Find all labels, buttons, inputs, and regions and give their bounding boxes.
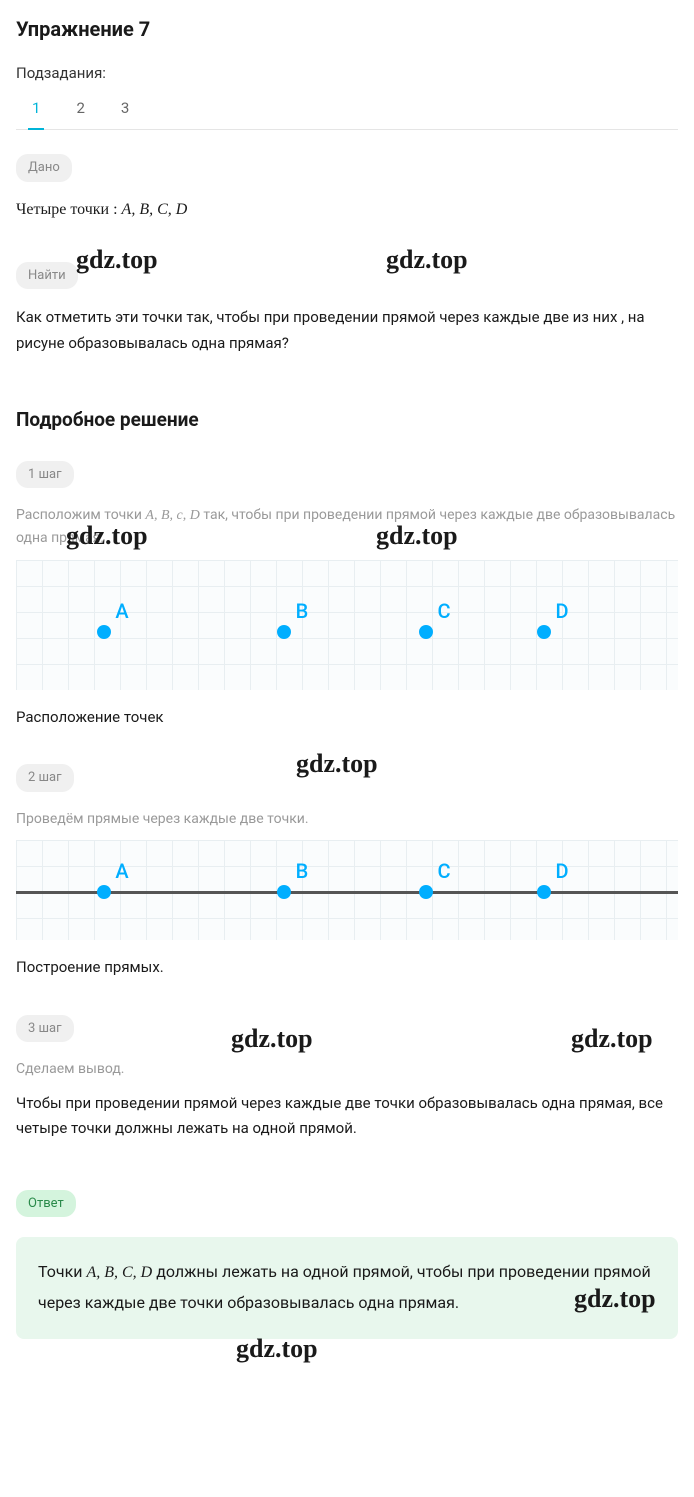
point-label-c: C — [437, 596, 450, 626]
point-label-b: B — [296, 596, 309, 626]
step1-caption: Расположение точек — [16, 706, 678, 729]
step1-points: A, B, c, D — [145, 508, 199, 523]
step3-instruction: Сделаем вывод. — [16, 1058, 678, 1080]
page-title: Упражнение 7 — [16, 14, 678, 44]
point-a — [97, 625, 111, 639]
diagram-1: A B C D — [16, 560, 678, 690]
step2-caption: Построение прямых. — [16, 956, 678, 979]
given-prefix: Четыре точки : — [16, 201, 122, 218]
point-c — [419, 625, 433, 639]
watermark: gdz.top — [231, 1019, 313, 1058]
watermark: gdz.top — [571, 1019, 653, 1058]
badge-step2: 2 шаг — [16, 764, 74, 792]
point-label-a: A — [115, 596, 128, 626]
point2-a — [97, 885, 111, 899]
point2-label-c: C — [437, 856, 450, 886]
line — [16, 891, 678, 894]
answer-prefix: Точки — [38, 1262, 86, 1281]
point2-c — [419, 885, 433, 899]
point2-b — [277, 885, 291, 899]
subtask-label: Подзадания: — [16, 62, 678, 85]
answer-points: A, B, C, D — [86, 1264, 152, 1281]
tab-1[interactable]: 1 — [32, 97, 40, 130]
watermark: gdz.top — [296, 744, 378, 783]
section-title: Подробное решение — [16, 406, 678, 435]
tab-2[interactable]: 2 — [76, 97, 84, 130]
find-text: Как отметить эти точки так, чтобы при пр… — [16, 305, 678, 356]
given-text: Четыре точки : A, B, C, D — [16, 198, 678, 222]
badge-step1: 1 шаг — [16, 461, 74, 489]
tabs-container: 1 2 3 — [16, 97, 678, 131]
point2-label-d: D — [555, 856, 568, 886]
diagram-2: A B C D — [16, 840, 678, 940]
badge-answer: Ответ — [16, 1190, 76, 1218]
step1-prefix: Расположим точки — [16, 507, 145, 523]
point2-label-a: A — [115, 856, 128, 886]
point-label-d: D — [555, 596, 568, 626]
point-b — [277, 625, 291, 639]
point2-label-b: B — [296, 856, 309, 886]
given-points: A, B, C, D — [122, 201, 188, 218]
step1-instruction: Расположим точки A, B, c, D так, чтобы п… — [16, 504, 678, 550]
badge-step3: 3 шаг — [16, 1015, 74, 1043]
step2-instruction: Проведём прямые через каждые две точки. — [16, 808, 678, 830]
answer-box: Точки A, B, C, D должны лежать на одной … — [16, 1237, 678, 1339]
step3-conclusion: Чтобы при проведении прямой через каждые… — [16, 1091, 678, 1142]
badge-find: Найти — [16, 262, 78, 290]
point-d — [537, 625, 551, 639]
point2-d — [537, 885, 551, 899]
tab-3[interactable]: 3 — [121, 97, 129, 130]
grid-bg-2 — [16, 840, 678, 940]
badge-given: Дано — [16, 154, 72, 182]
